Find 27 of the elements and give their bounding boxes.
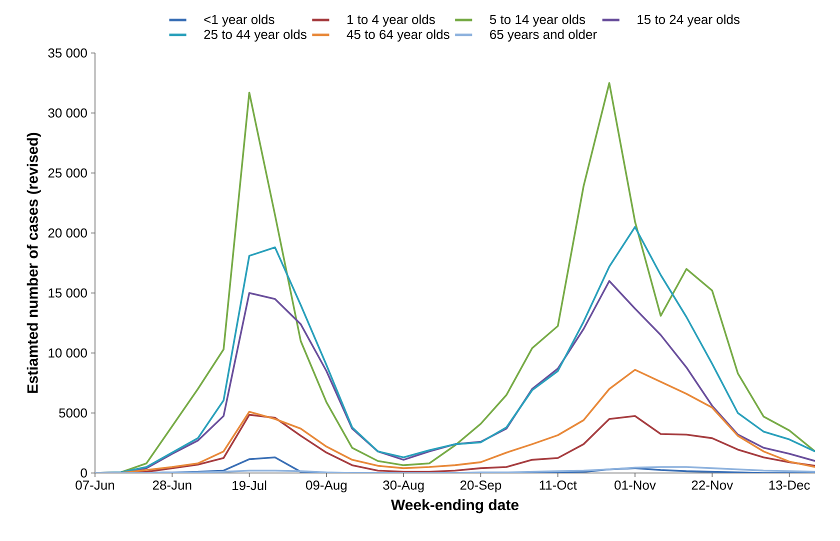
x-tick-label: 13-Dec: [769, 480, 810, 490]
y-tick-label: 25 000: [48, 168, 87, 178]
x-tick-label: 01-Nov: [614, 480, 656, 490]
x-tick-label: 07-Jun: [76, 480, 114, 490]
legend-label: 15 to 24 year olds: [638, 14, 740, 27]
x-tick-label: 28-Jun: [152, 480, 192, 490]
y-tick-label: 30 000: [48, 108, 87, 118]
y-tick-label: 20 000: [48, 228, 87, 238]
y-tick-label: 0: [80, 468, 87, 478]
x-tick-label: 09-Aug: [306, 480, 347, 492]
y-tick-label: 35 000: [48, 48, 87, 58]
x-tick-label: 30-Aug: [383, 480, 424, 492]
legend-label: 5 to 14 year olds: [490, 14, 586, 27]
x-tick-label: 22-Nov: [692, 480, 734, 490]
x-axis-title: Week-ending date: [390, 499, 519, 514]
y-axis-title: Estiamted number of cases (revised): [26, 132, 41, 393]
y-tick-label: 15 000: [48, 288, 87, 298]
legend-label: <1 year olds: [204, 14, 274, 27]
legend-label: 1 to 4 year olds: [347, 14, 435, 27]
y-tick-label: 5000: [59, 408, 87, 418]
legend-label: 65 years and older: [490, 29, 597, 42]
y-tick-label: 10 000: [48, 348, 87, 358]
x-tick-label: 19-Jul: [232, 480, 266, 490]
x-tick-label: 20-Sep: [460, 480, 502, 492]
legend-label: 25 to 44 year olds: [204, 29, 306, 42]
legend-label: 45 to 64 year olds: [346, 29, 450, 42]
x-tick-label: 11-Oct: [540, 480, 577, 490]
